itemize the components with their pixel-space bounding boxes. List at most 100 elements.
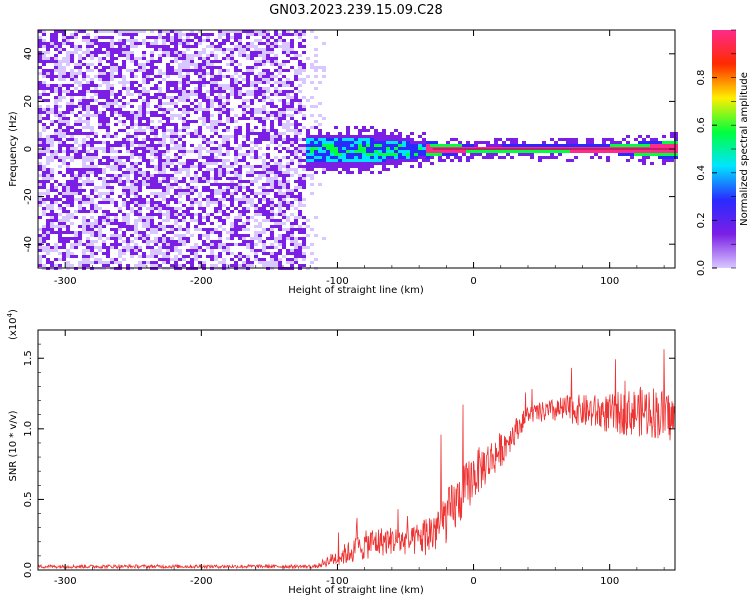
spectrogram-cell — [102, 69, 106, 72]
spectrogram-cell — [238, 132, 242, 135]
spectrogram-cell — [370, 165, 374, 168]
spectrogram-cell — [298, 78, 302, 81]
spectrogram-cell — [170, 213, 174, 216]
spectrogram-cell — [258, 240, 262, 243]
spectrogram-cell — [294, 132, 298, 135]
spectrogram-cell — [46, 159, 50, 162]
spectrogram-cell — [174, 171, 178, 174]
spectrogram-cell — [62, 36, 66, 39]
spectrogram-cell — [106, 162, 110, 165]
spectrogram-cell — [302, 63, 306, 66]
spectrogram-cell — [42, 138, 46, 141]
spectrogram-cell — [270, 168, 274, 171]
spectrogram-cell — [530, 150, 534, 153]
spectrogram-cell — [250, 237, 254, 240]
spectrogram-cell — [262, 231, 266, 234]
spectrogram-cell — [394, 129, 398, 132]
spectrogram-cell — [198, 126, 202, 129]
spectrogram-cell — [182, 60, 186, 63]
spectrogram-cell — [214, 87, 218, 90]
spectrogram-cell — [198, 96, 202, 99]
spectrogram-cell — [226, 54, 230, 57]
spectrogram-cell — [138, 153, 142, 156]
spectrogram-cell — [566, 150, 570, 153]
spectrogram-cell — [82, 90, 86, 93]
spectrogram-cell — [286, 84, 290, 87]
spectrogram-cell — [42, 60, 46, 63]
spectrogram-cell — [158, 141, 162, 144]
spectrogram-cell — [82, 93, 86, 96]
spectrogram-cell — [122, 204, 126, 207]
spectrogram-cell — [150, 87, 154, 90]
spectrogram-cell — [494, 144, 498, 147]
spectrogram-cell — [266, 213, 270, 216]
spectrogram-cell — [270, 237, 274, 240]
spectrogram-cell — [582, 147, 586, 150]
spectrogram-cell — [186, 228, 190, 231]
spectrogram-cell — [162, 204, 166, 207]
spectrogram-cell — [246, 264, 250, 267]
spectrogram-cell — [298, 162, 302, 165]
spectrogram-cell — [190, 30, 194, 33]
spectrogram-cell — [158, 165, 162, 168]
spectrogram-cell — [186, 33, 190, 36]
spectrogram-cell — [202, 69, 206, 72]
spectrogram-cell — [158, 207, 162, 210]
spectrogram-cell — [190, 45, 194, 48]
spectrogram-cell — [246, 33, 250, 36]
spectrogram-cell — [118, 228, 122, 231]
spectrogram-cell — [230, 228, 234, 231]
spectrogram-cell — [626, 144, 630, 147]
spectrogram-cell — [62, 57, 66, 60]
spectrogram-cell — [266, 132, 270, 135]
spectrogram-cell — [450, 153, 454, 156]
spectrogram-cell — [138, 90, 142, 93]
spectrogram-cell — [134, 180, 138, 183]
spectrogram-cell — [130, 210, 134, 213]
spectrogram-cell — [186, 120, 190, 123]
spectrogram-cell — [82, 156, 86, 159]
spectrogram-cell — [318, 150, 322, 153]
spectrogram-cell — [430, 156, 434, 159]
spectrogram-cell — [42, 234, 46, 237]
spectrogram-cell — [122, 102, 126, 105]
spectrogram-cell — [230, 36, 234, 39]
spectrogram-cell — [178, 138, 182, 141]
spectrogram-cell — [154, 105, 158, 108]
spectrogram-cell — [154, 147, 158, 150]
spectrogram-cell — [502, 147, 506, 150]
spectrogram-cell — [202, 78, 206, 81]
spectrogram-cell — [158, 36, 162, 39]
spectrogram-cell — [174, 42, 178, 45]
spectrogram-cell — [210, 69, 214, 72]
spectrogram-cell — [238, 180, 242, 183]
spectrogram-cell — [298, 195, 302, 198]
spectrogram-cell — [238, 198, 242, 201]
spectrogram-cell — [58, 129, 62, 132]
spectrogram-cell — [246, 162, 250, 165]
spectrogram-cell — [258, 171, 262, 174]
spectrogram-cell — [46, 144, 50, 147]
spectrogram-cell — [38, 57, 42, 60]
spectrogram-cell — [134, 225, 138, 228]
spectrogram-cell — [298, 111, 302, 114]
spectrogram-cell — [514, 144, 518, 147]
spectrogram-cell — [94, 258, 98, 261]
spectrogram-cell — [130, 57, 134, 60]
spectrogram-cell — [306, 246, 310, 249]
spectrogram-cell — [262, 81, 266, 84]
spectrogram-cell — [66, 237, 70, 240]
spectrogram-cell — [150, 249, 154, 252]
spectrogram-cell — [110, 54, 114, 57]
spectrogram-cell — [110, 243, 114, 246]
spectrogram-cell — [122, 213, 126, 216]
spectrogram-cell — [290, 51, 294, 54]
spectrogram-cell — [190, 186, 194, 189]
spectrogram-cell — [166, 75, 170, 78]
spectrogram-cell — [110, 48, 114, 51]
spectrogram-cell — [102, 93, 106, 96]
spectrogram-cell — [258, 156, 262, 159]
spectrogram-cell — [118, 195, 122, 198]
spectrogram-cell — [466, 150, 470, 153]
spectrogram-cell — [170, 141, 174, 144]
